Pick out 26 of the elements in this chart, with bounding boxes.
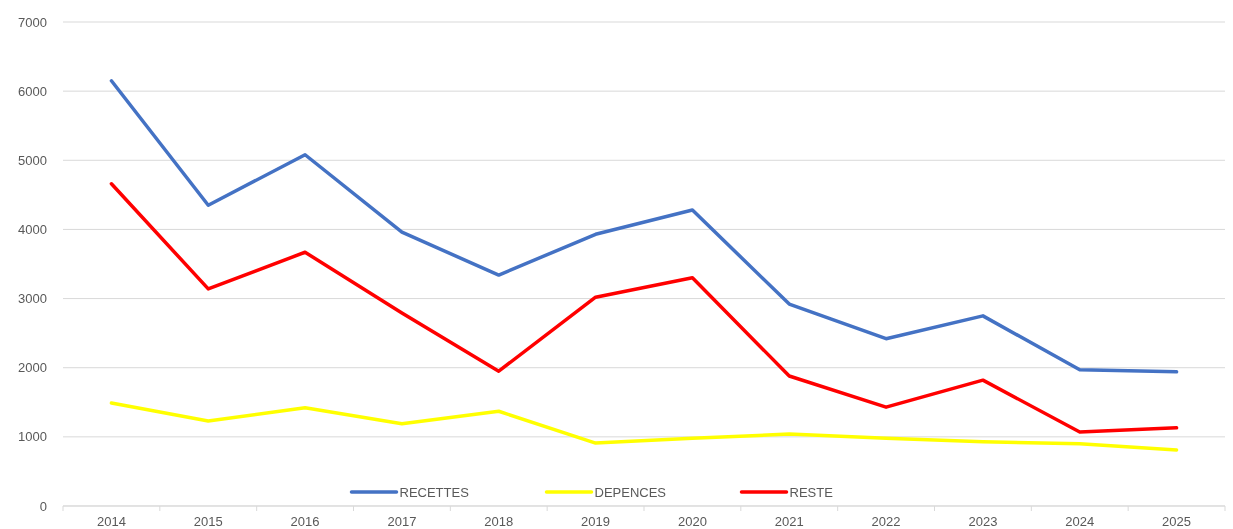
x-tick-label: 2017 xyxy=(387,514,417,529)
y-tick-label: 7000 xyxy=(18,14,47,30)
x-tick-label: 2014 xyxy=(96,514,126,529)
x-tick-label: 2020 xyxy=(677,514,707,529)
line-series xyxy=(109,401,1179,452)
y-tick-label: 0 xyxy=(39,498,47,514)
y-tick-label: 2000 xyxy=(18,360,47,376)
y-tick-label: 5000 xyxy=(18,152,47,168)
line-series xyxy=(109,79,1179,374)
x-tick-label: 2023 xyxy=(968,514,998,529)
x-tick-label: 2016 xyxy=(290,514,320,529)
x-tick-label: 2022 xyxy=(871,514,901,529)
x-tick-label: 2021 xyxy=(774,514,804,529)
x-tick-label: 2024 xyxy=(1065,514,1095,529)
x-tick-label: 2025 xyxy=(1162,514,1192,529)
x-tick-label: 2019 xyxy=(581,514,611,529)
y-tick-label: 1000 xyxy=(18,429,47,445)
x-tick-label: 2018 xyxy=(484,514,514,529)
line-series xyxy=(109,182,1179,434)
y-tick-label: 3000 xyxy=(18,291,47,307)
legend-label: RESTE xyxy=(789,484,834,500)
legend-label: DEPENCES xyxy=(594,484,667,500)
legend-label: RECETTES xyxy=(399,484,470,500)
y-tick-label: 6000 xyxy=(18,83,47,99)
x-tick-label: 2015 xyxy=(193,514,223,529)
y-tick-label: 4000 xyxy=(18,221,47,237)
